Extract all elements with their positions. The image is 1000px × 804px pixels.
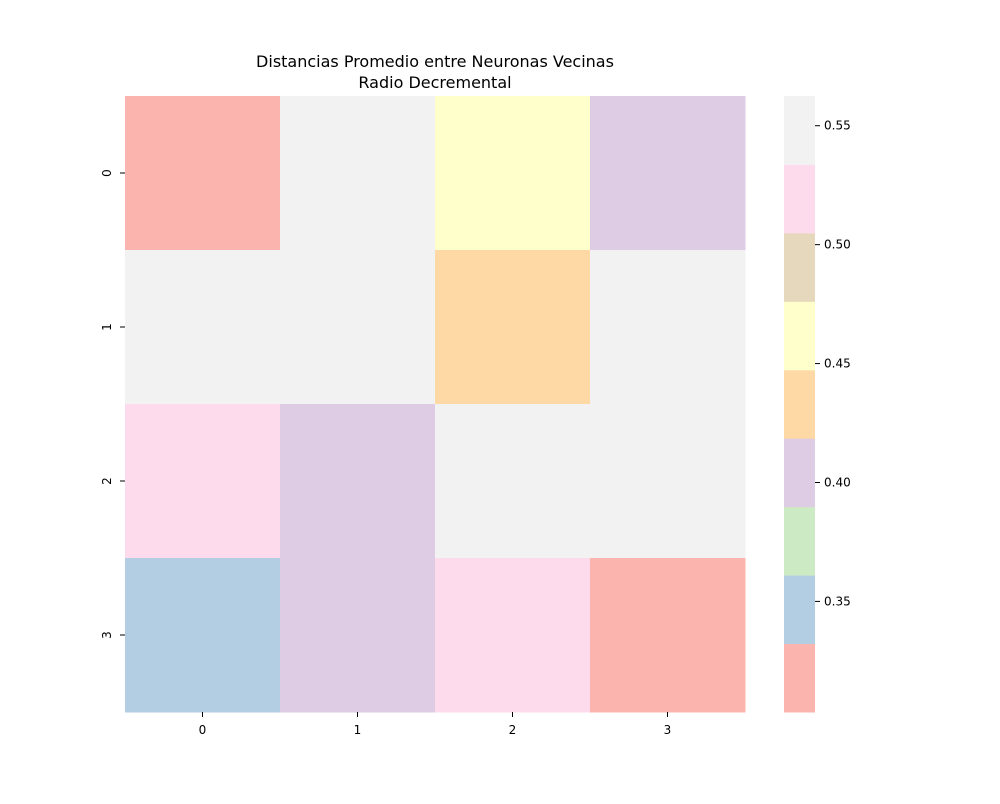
heatmap-cell <box>435 404 591 559</box>
colorbar-tick-label: 0.40 <box>824 475 851 489</box>
colorbar-segment <box>784 506 815 576</box>
heatmap-cell <box>280 250 436 405</box>
heatmap-cell <box>590 96 746 251</box>
heatmap-cell <box>125 96 281 251</box>
x-tick-label: 3 <box>664 723 672 737</box>
colorbar: 0.35 0.40 0.45 0.50 0.55 <box>784 96 851 713</box>
x-axis: 0 1 2 3 <box>199 712 672 737</box>
y-tick-label: 2 <box>100 477 114 485</box>
heatmap-cell <box>435 96 591 251</box>
colorbar-segment <box>784 232 815 302</box>
x-tick-label: 0 <box>199 723 207 737</box>
heatmap-cell <box>590 558 746 713</box>
colorbar-segment <box>784 96 815 165</box>
colorbar-tick-label: 0.35 <box>824 594 851 608</box>
chart-subtitle: Radio Decremental <box>358 73 511 92</box>
heatmap-cell <box>280 404 436 559</box>
heatmap-cell <box>125 558 281 713</box>
heatmap-cell <box>590 250 746 405</box>
heatmap-cell <box>280 96 436 251</box>
chart-title: Distancias Promedio entre Neuronas Vecin… <box>256 52 614 71</box>
colorbar-tick-label: 0.50 <box>824 238 851 252</box>
heatmap-cell <box>435 558 591 713</box>
y-tick-label: 3 <box>100 631 114 639</box>
heatmap-cells <box>125 96 746 713</box>
colorbar-tick-label: 0.55 <box>824 119 851 133</box>
x-tick-label: 1 <box>354 723 362 737</box>
y-axis: 0 1 2 3 <box>100 169 125 639</box>
colorbar-segment <box>784 438 815 508</box>
colorbar-segment <box>784 369 815 439</box>
heatmap-cell <box>125 250 281 405</box>
colorbar-segment <box>784 301 815 371</box>
y-tick-label: 0 <box>100 169 114 177</box>
colorbar-tick-label: 0.45 <box>824 357 851 371</box>
y-tick-label: 1 <box>100 323 114 331</box>
heatmap-cell <box>125 404 281 559</box>
colorbar-segment <box>784 164 815 234</box>
heatmap-cell <box>280 558 436 713</box>
heatmap-cell <box>435 250 591 405</box>
colorbar-segment <box>784 643 815 713</box>
colorbar-segment <box>784 575 815 645</box>
x-tick-label: 2 <box>509 723 517 737</box>
heatmap-cell <box>590 404 746 559</box>
